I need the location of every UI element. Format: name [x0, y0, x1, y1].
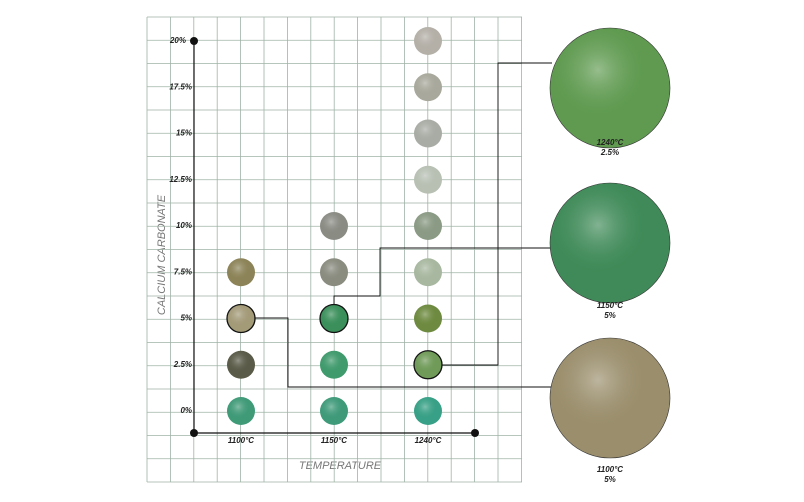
sample-sheen [227, 350, 255, 379]
callout-percent: 5% [604, 311, 616, 320]
y-tick-label: 5% [180, 314, 192, 323]
y-tick-label: 0% [180, 406, 192, 415]
sample-sheen [320, 350, 348, 379]
x-tick-label: 1240°C [415, 436, 442, 445]
y-tick-label: 15% [176, 129, 192, 138]
y-tick-label: 20% [169, 36, 186, 45]
y-tick-label: 12.5% [169, 175, 192, 184]
sample-sheen [414, 27, 442, 55]
callout-sheen [550, 183, 670, 303]
sample-sheen [414, 212, 442, 240]
y-axis-label: CALCIUM CARBONATE [156, 194, 168, 315]
connector [333, 247, 552, 304]
callout-temperature: 1100°C [597, 465, 623, 474]
y-tick-label: 2.5% [173, 360, 192, 369]
callout-percent: 2.5% [600, 148, 619, 157]
y-tick-label: 17.5% [169, 82, 192, 91]
sample-sheen [227, 397, 255, 425]
y-tick-label: 7.5% [174, 267, 192, 276]
callout-temperature: 1150°C [597, 301, 623, 310]
x-tick-label: 1100°C [228, 436, 254, 445]
sample-sheen [227, 258, 255, 287]
sample-sheen [414, 73, 442, 102]
axis-dot [471, 429, 479, 437]
connector [255, 317, 552, 388]
sample-sheen [320, 212, 348, 240]
sample-sheen [414, 165, 442, 194]
connector [441, 62, 552, 366]
sample-sheen [320, 397, 348, 425]
sample-sheen [414, 350, 442, 379]
sample-sheen [414, 119, 442, 148]
x-axis-label: TEMPERATURE [299, 460, 382, 472]
callout-sheen [550, 338, 670, 458]
callout-percent: 5% [604, 475, 616, 484]
sample-sheen [414, 258, 442, 287]
callout-temperature: 1240°C [597, 138, 624, 147]
callout-sheen [550, 28, 670, 148]
axis-dot [190, 429, 198, 437]
sample-sheen [227, 304, 255, 333]
sample-sheen [414, 397, 442, 425]
sample-sheen [414, 304, 442, 333]
y-tick-label: 10% [176, 221, 192, 230]
sample-sheen [320, 258, 348, 287]
sample-sheen [320, 304, 348, 333]
axis-dot [190, 37, 198, 45]
x-tick-label: 1150°C [321, 436, 347, 445]
